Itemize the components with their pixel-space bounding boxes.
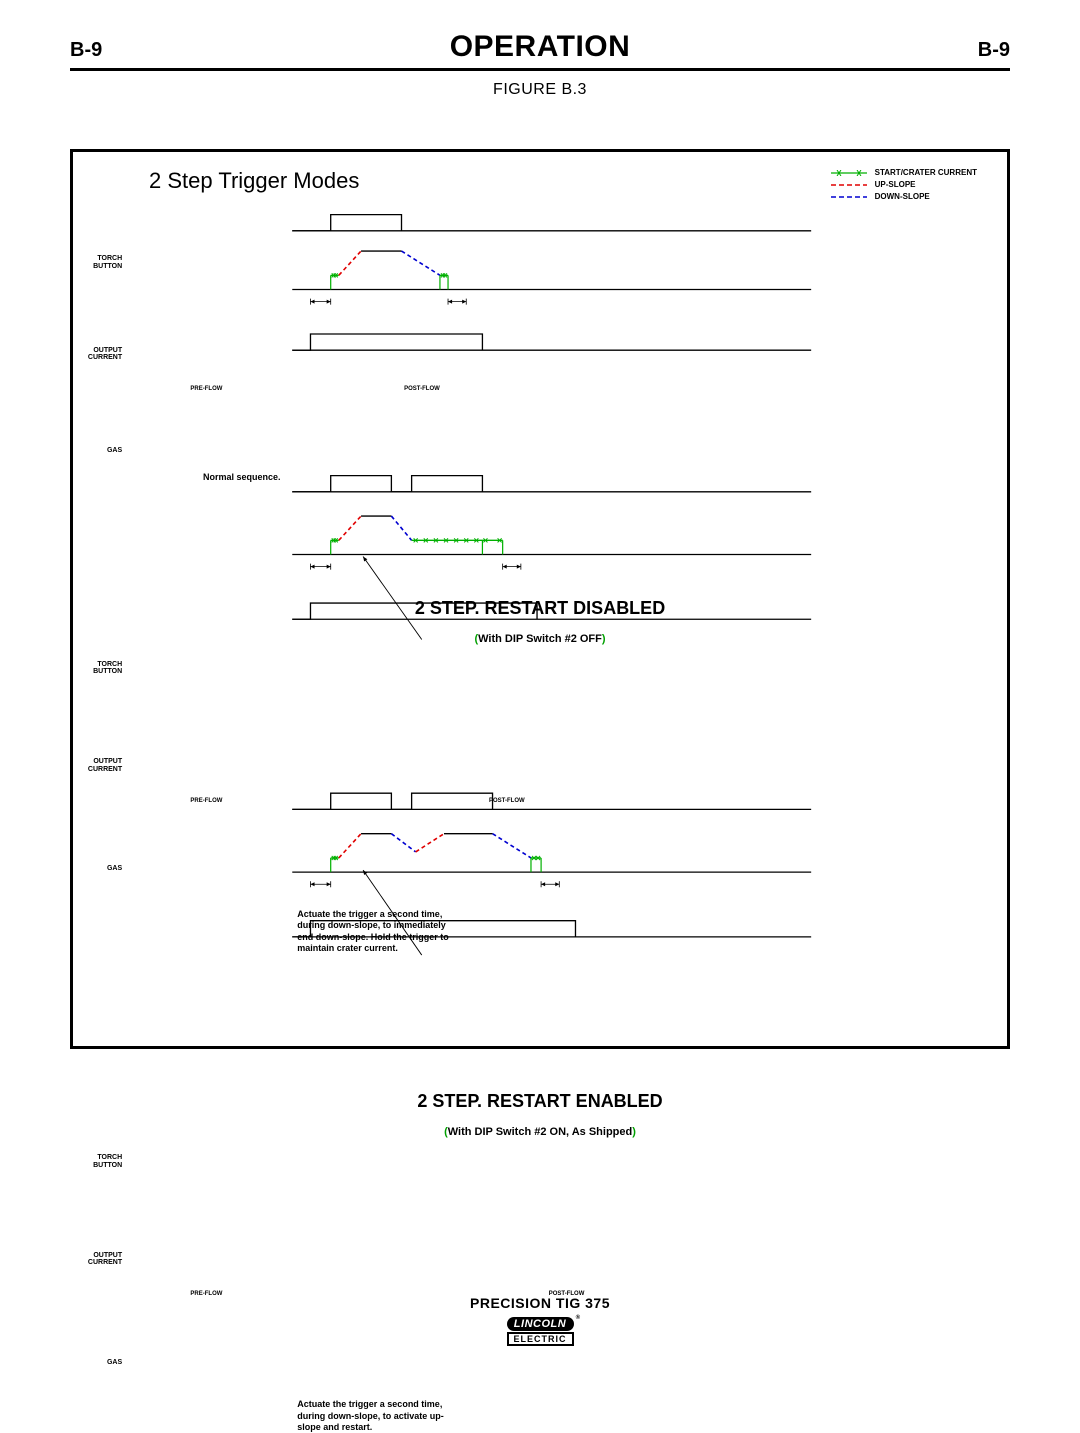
label-output: OUTPUTCURRENT	[74, 1252, 122, 1267]
brand-logo: LINCOLN ELECTRIC	[507, 1317, 574, 1346]
label-gas: GAS	[74, 1359, 122, 1366]
page-header: B-9 OPERATION B-9	[70, 30, 1010, 71]
section3-title: 2 STEP. RESTART ENABLED	[73, 1091, 1007, 1112]
section3-sub: (With DIP Switch #2 ON, As Shipped)	[73, 1126, 1007, 1138]
page-footer: PRECISION TIG 375 LINCOLN ELECTRIC	[0, 1295, 1080, 1347]
label-torch: TORCHBUTTON	[74, 1154, 122, 1169]
footer-title: PRECISION TIG 375	[0, 1295, 1080, 1311]
caption-normal: Normal sequence.	[203, 472, 363, 483]
figure-label: FIGURE B.3	[70, 81, 1010, 99]
label-gas: GAS	[74, 447, 122, 454]
section3-caption: Actuate the trigger a second time, durin…	[297, 1399, 457, 1433]
label-torch: TORCHBUTTON	[74, 255, 122, 270]
brand-logo-bot: ELECTRIC	[507, 1332, 574, 1346]
label-preflow: PRE-FLOW	[190, 798, 222, 804]
brand-logo-top: LINCOLN	[507, 1317, 574, 1331]
label-output: OUTPUTCURRENT	[74, 347, 122, 362]
section2-title: 2 STEP. RESTART DISABLED	[73, 598, 1007, 619]
label-torch: TORCHBUTTON	[74, 661, 122, 676]
section2-caption: Actuate the trigger a second time, durin…	[297, 909, 457, 954]
header-left: B-9	[70, 39, 102, 62]
label-output: OUTPUTCURRENT	[74, 758, 122, 773]
section2-sub: (With DIP Switch #2 OFF)	[73, 633, 1007, 645]
label-preflow: PRE-FLOW	[190, 386, 222, 392]
label-postflow: POST-FLOW	[489, 798, 525, 804]
label-gas: GAS	[74, 865, 122, 872]
header-right: B-9	[978, 39, 1010, 62]
figure-box: 2 Step Trigger Modes START/CRATER CURREN…	[70, 149, 1010, 1049]
label-postflow: POST-FLOW	[404, 386, 440, 392]
header-center: OPERATION	[450, 30, 631, 64]
